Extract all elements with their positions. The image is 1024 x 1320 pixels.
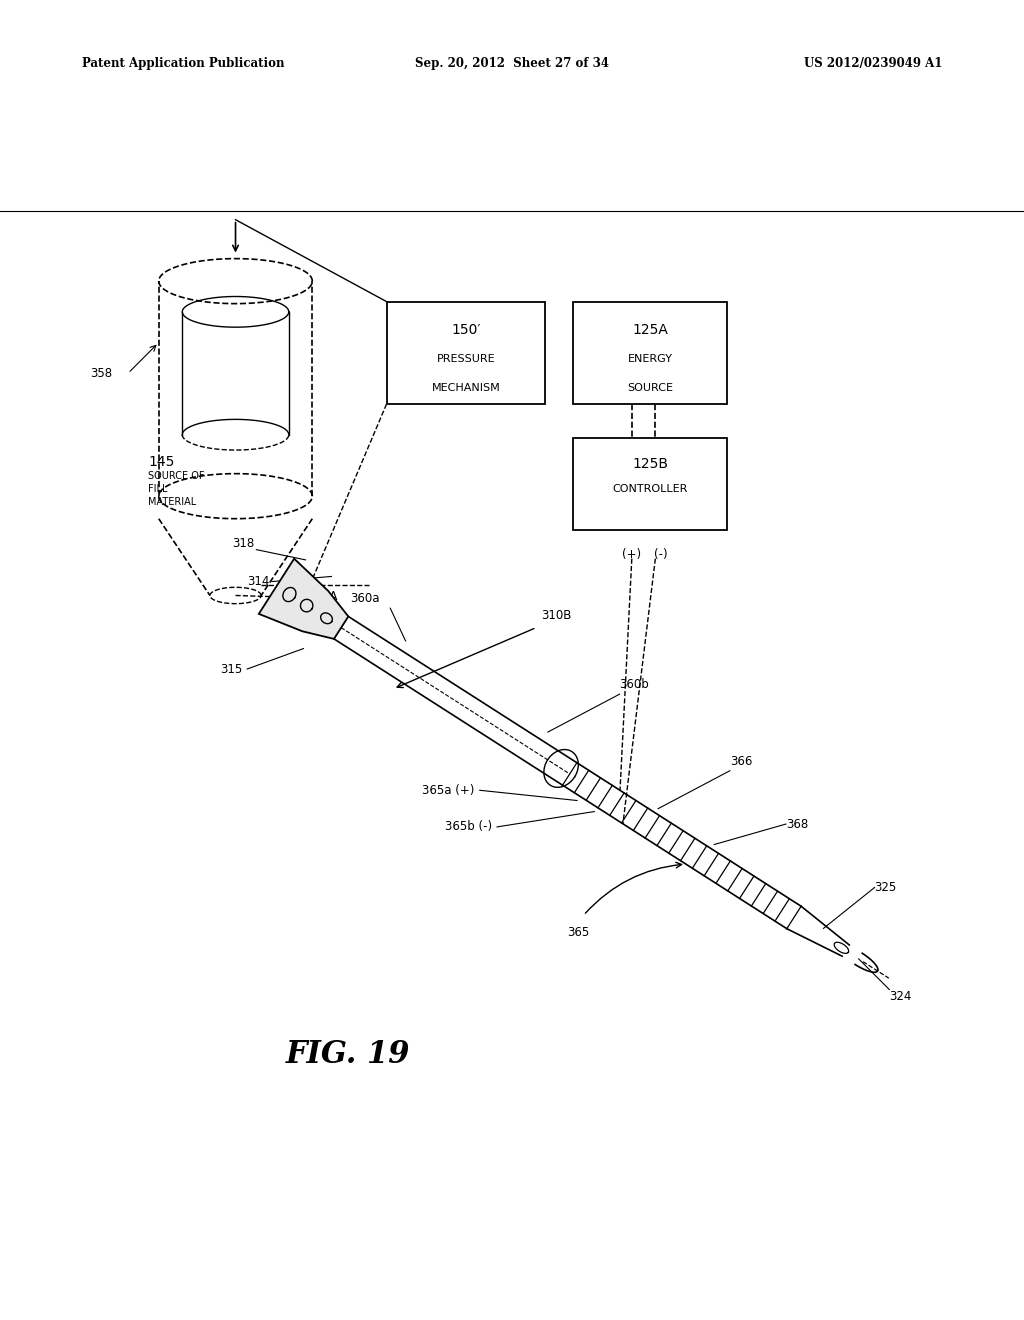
Text: 365: 365	[567, 925, 590, 939]
Bar	[573, 438, 727, 529]
Text: 315: 315	[220, 663, 242, 676]
Text: 324: 324	[890, 990, 911, 1003]
Text: 314: 314	[248, 576, 270, 587]
Text: 365b (-): 365b (-)	[444, 821, 492, 833]
Text: Patent Application Publication: Patent Application Publication	[82, 57, 285, 70]
Text: 318: 318	[232, 537, 254, 549]
Text: 368: 368	[785, 817, 808, 830]
Text: 360b: 360b	[620, 678, 649, 692]
Text: 145A: 145A	[307, 590, 338, 603]
Bar	[573, 301, 727, 404]
Text: Sep. 20, 2012  Sheet 27 of 34: Sep. 20, 2012 Sheet 27 of 34	[415, 57, 609, 70]
Text: SOURCE: SOURCE	[628, 383, 673, 392]
Text: 125A: 125A	[632, 323, 669, 338]
Text: FIG. 19: FIG. 19	[286, 1039, 411, 1069]
Text: PRESSURE: PRESSURE	[436, 354, 496, 364]
Text: 125B: 125B	[632, 457, 669, 471]
Text: (+): (+)	[623, 548, 641, 561]
Text: MECHANISM: MECHANISM	[431, 383, 501, 392]
Polygon shape	[259, 558, 348, 639]
Text: 145: 145	[148, 455, 175, 469]
Text: 360a: 360a	[350, 593, 380, 605]
Text: 310B: 310B	[542, 610, 572, 622]
Text: CONTROLLER: CONTROLLER	[612, 484, 688, 495]
Text: (-): (-)	[653, 548, 668, 561]
Text: 150′: 150′	[452, 323, 480, 338]
Text: 325: 325	[874, 880, 897, 894]
Text: ENERGY: ENERGY	[628, 354, 673, 364]
Text: 366: 366	[730, 755, 753, 768]
Bar	[387, 301, 545, 404]
Text: SOURCE OF
FILL
MATERIAL: SOURCE OF FILL MATERIAL	[148, 470, 205, 507]
Text: 365a (+): 365a (+)	[422, 784, 475, 797]
Text: US 2012/0239049 A1: US 2012/0239049 A1	[804, 57, 942, 70]
Text: 358: 358	[90, 367, 113, 380]
